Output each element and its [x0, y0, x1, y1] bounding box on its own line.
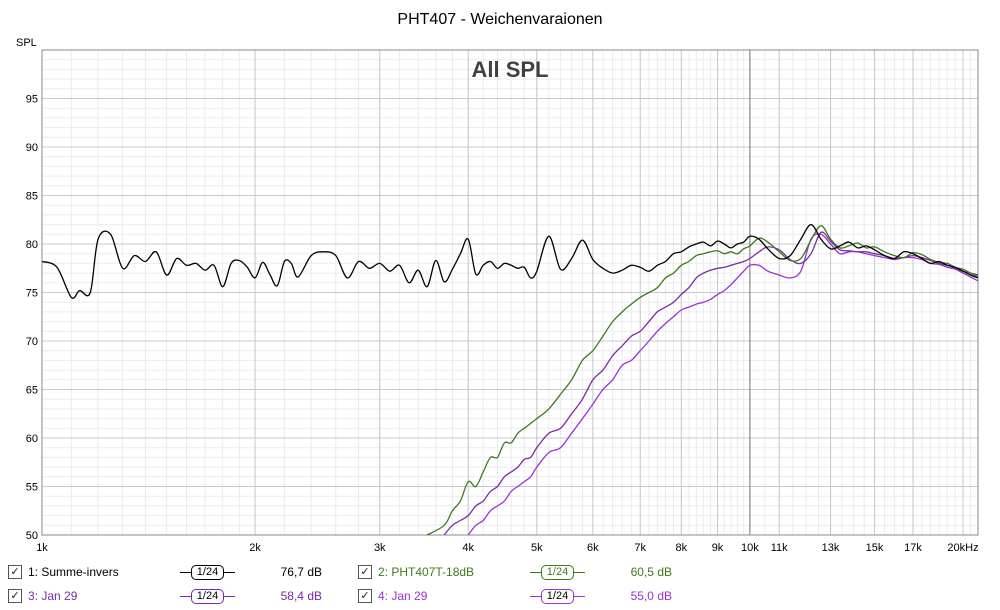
y-tick-label: 65 [26, 385, 38, 397]
series-line [42, 223, 978, 299]
smoothing-control[interactable]: 1/24 [530, 586, 585, 606]
legend-value: 58,4 dB [280, 589, 322, 603]
plot-area[interactable] [41, 49, 979, 536]
x-tick-label: 15k [866, 542, 884, 554]
legend-value: 55,0 dB [630, 589, 672, 603]
chart-title: PHT407 - Weichenvaraionen [397, 11, 602, 28]
y-tick-label: 70 [26, 336, 38, 348]
x-tick-label: 20kHz [947, 542, 978, 554]
series-line [467, 233, 978, 535]
legend-value: 76,7 dB [280, 565, 322, 579]
checkbox-icon[interactable]: ✓ [8, 565, 22, 579]
legend-label: 2: PHT407T-18dB [378, 565, 475, 579]
y-tick-label: 60 [26, 433, 38, 445]
series-line [426, 224, 978, 535]
legend-item-1: ✓ 1: Summe-invers 1/24 76,7 dB [8, 562, 348, 582]
smoothing-label: 1/24 [191, 589, 224, 604]
series-layer [42, 223, 978, 535]
y-tick-label: 85 [26, 191, 38, 203]
grid [41, 50, 978, 536]
checkbox-icon[interactable]: ✓ [8, 589, 22, 603]
legend-label: 3: Jan 29 [28, 589, 78, 603]
x-tick-label: 5k [531, 542, 543, 554]
checkbox-icon[interactable]: ✓ [358, 565, 372, 579]
checkbox-icon[interactable]: ✓ [358, 589, 372, 603]
y-tick-label: 55 [26, 482, 38, 494]
legend-item-3: ✓ 3: Jan 29 1/24 58,4 dB [8, 586, 348, 606]
x-axis-ticks: 1k 2k 3k 4k 5k 6k 7k 8k 9k 10k 11k 13k 15k 17k 20kHz [36, 542, 978, 554]
legend-item-2: ✓ 2: PHT407T-18dB 1/24 60,5 dB [358, 562, 698, 582]
x-tick-label: 1k [36, 542, 48, 554]
x-tick-label: 4k [462, 542, 474, 554]
legend: ✓ 1: Summe-invers 1/24 76,7 dB ✓ 2: PHT4… [0, 560, 1000, 610]
y-tick-label: 50 [26, 530, 38, 542]
chart-subtitle: All SPL [471, 57, 548, 82]
y-tick-label: 75 [26, 288, 38, 300]
x-tick-label: 2k [249, 542, 261, 554]
y-tick-label: 95 [26, 94, 38, 106]
x-tick-label: 10k [741, 542, 759, 554]
x-tick-label: 13k [822, 542, 840, 554]
legend-label: 4: Jan 29 [378, 589, 428, 603]
x-tick-label: 9k [712, 542, 724, 554]
smoothing-label: 1/24 [541, 565, 574, 580]
smoothing-label: 1/24 [191, 565, 224, 580]
smoothing-control[interactable]: 1/24 [180, 586, 235, 606]
x-tick-label: 7k [634, 542, 646, 554]
smoothing-label: 1/24 [541, 589, 574, 604]
y-tick-label: 90 [26, 142, 38, 154]
x-tick-label: 8k [675, 542, 687, 554]
legend-item-4: ✓ 4: Jan 29 1/24 55,0 dB [358, 586, 698, 606]
x-tick-label: 3k [374, 542, 386, 554]
x-tick-label: 17k [904, 542, 922, 554]
legend-label: 1: Summe-invers [28, 565, 119, 579]
y-tick-label: 80 [26, 239, 38, 251]
spl-chart: PHT407 - Weichenvaraionen SPL All SPL 95… [16, 11, 979, 554]
x-tick-label: 6k [587, 542, 599, 554]
x-tick-label: 11k [771, 542, 788, 554]
smoothing-control[interactable]: 1/24 [530, 562, 585, 582]
y-axis-ticks: 95 90 85 80 75 70 65 60 55 50 [26, 94, 38, 543]
y-axis-label: SPL [16, 37, 37, 49]
legend-value: 60,5 dB [630, 565, 672, 579]
smoothing-control[interactable]: 1/24 [180, 562, 235, 582]
